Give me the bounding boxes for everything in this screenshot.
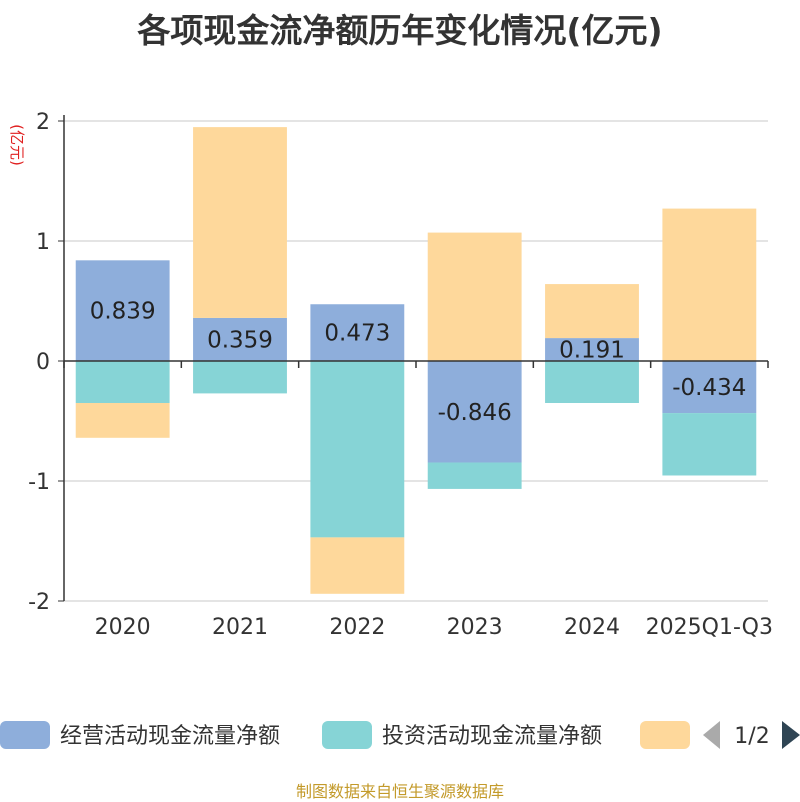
data-label: 0.359 [207,327,273,353]
data-label: 0.191 [559,338,625,364]
legend-next-icon[interactable] [782,721,800,749]
bar-series-3-2021 [193,127,287,318]
legend-page-indicator: 1/2 [734,724,769,749]
legend-swatch[interactable] [640,721,690,749]
bar-series-3-2020 [75,403,170,438]
bar-series-2-2024 [545,361,639,403]
y-tick-label: -1 [28,470,50,495]
bars [75,127,757,594]
bar-series-3-2023 [427,232,522,361]
data-labels: 0.839 0.359 0.473 -0.846 0.191 -0.434 [90,299,747,426]
chart-title: 各项现金流净额历年变化情况(亿元) [137,11,663,50]
legend-swatch[interactable] [322,721,372,749]
axes: -2 -1 0 1 2 (亿元) 2020 2021 2022 2023 2024 2025Q1-Q3 [8,110,773,640]
x-tick-label: 2020 [95,615,151,640]
legend-label[interactable]: 经营活动现金流量净额 [60,724,280,749]
y-tick-label: -2 [28,590,50,615]
x-tick-label: 2024 [564,615,620,640]
x-tick-label: 2023 [447,615,503,640]
bar-series-3-2024 [545,284,639,339]
bar-series-2-2025Q1-Q3 [662,413,757,476]
bar-series-3-2025Q1-Q3 [662,208,757,361]
y-tick-label: 0 [36,350,50,375]
x-tick-label: 2022 [329,615,385,640]
data-label: -0.434 [672,375,746,401]
y-tick-label: 2 [36,110,50,135]
y-axis-label: (亿元) [8,124,26,166]
bar-series-2-2020 [75,361,170,403]
bar-series-1-2024 [545,338,639,361]
data-label: -0.846 [438,400,512,426]
bar-series-1-2023 [427,361,522,463]
legend-prev-icon[interactable] [703,721,720,749]
bar-series-1-2020 [75,260,170,361]
bar-series-2-2022 [310,361,405,538]
x-tick-label: 2021 [212,615,268,640]
data-label: 0.839 [90,299,156,325]
bar-series-1-2025Q1-Q3 [662,361,757,414]
source-note: 制图数据来自恒生聚源数据库 [295,782,504,801]
legend-label[interactable]: 投资活动现金流量净额 [382,724,602,749]
data-label: 0.473 [324,321,390,347]
bar-series-3-2022 [310,537,405,594]
legend-swatch[interactable] [0,721,50,749]
legend: 经营活动现金流量净额 投资活动现金流量净额 1/2 [0,721,800,749]
bar-series-2-2021 [193,361,287,394]
bar-series-2-2023 [427,462,522,489]
y-tick-label: 1 [36,230,50,255]
bar-series-1-2022 [310,304,405,361]
bar-series-1-2021 [193,317,287,361]
x-tick-label: 2025Q1-Q3 [646,615,773,640]
